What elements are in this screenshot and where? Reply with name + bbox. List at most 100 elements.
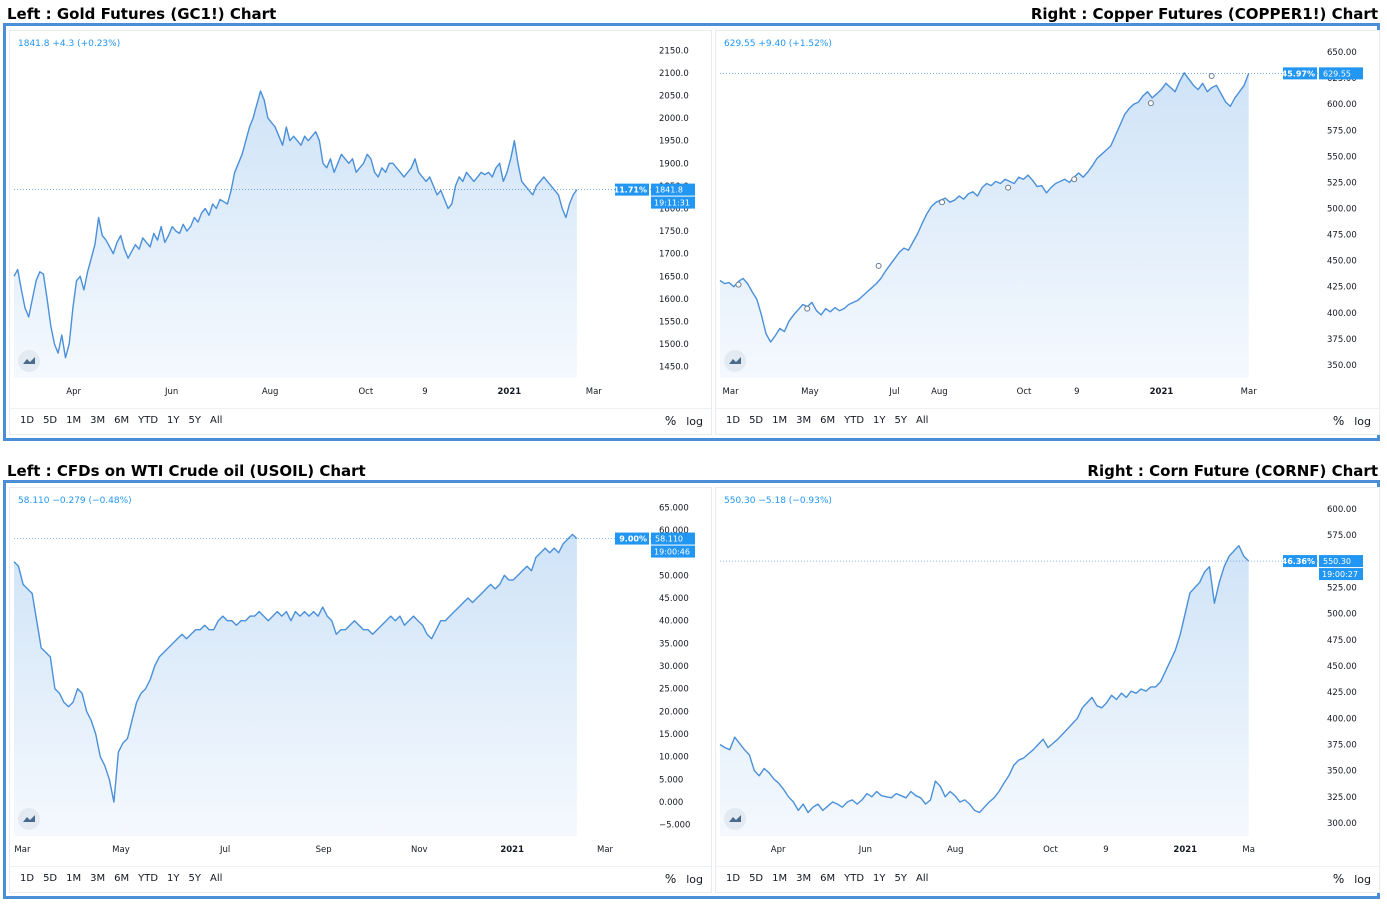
range-button-5d[interactable]: 5D xyxy=(749,415,764,426)
last-price-badge xyxy=(1319,555,1363,568)
range-button-5d[interactable]: 5D xyxy=(749,873,764,884)
event-marker[interactable] xyxy=(804,305,811,312)
y-tick-label: 1700.0 xyxy=(659,250,689,260)
range-button-5y[interactable]: 5Y xyxy=(894,415,908,426)
range-button-ytd[interactable]: YTD xyxy=(138,415,159,426)
range-button-1m[interactable]: 1M xyxy=(66,873,82,884)
event-marker[interactable] xyxy=(939,199,946,206)
event-marker[interactable] xyxy=(1208,73,1215,80)
tradingview-logo-icon[interactable] xyxy=(724,350,746,372)
range-button-1y[interactable]: 1Y xyxy=(873,415,886,426)
percent-scale-toggle[interactable]: % xyxy=(1332,872,1345,886)
percent-change-label: 9.00% xyxy=(619,535,647,544)
y-tick-label: 1450.0 xyxy=(659,363,689,373)
last-price-label: 550.30 xyxy=(1323,557,1351,566)
percent-scale-toggle[interactable]: % xyxy=(664,872,677,886)
range-button-5y[interactable]: 5Y xyxy=(188,415,202,426)
range-button-1y[interactable]: 1Y xyxy=(873,873,886,884)
y-tick-label: 450.00 xyxy=(1327,662,1357,672)
range-button-all[interactable]: All xyxy=(210,873,223,884)
oil-chart-panel[interactable]: 65.00060.00055.00050.00045.00040.00035.0… xyxy=(9,487,712,893)
range-button-ytd[interactable]: YTD xyxy=(844,873,865,884)
percent-change-label: 46.36% xyxy=(1282,557,1315,566)
y-tick-label: 400.00 xyxy=(1327,309,1357,319)
last-price-label: 629.55 xyxy=(1323,69,1351,78)
y-tick-label: 500.00 xyxy=(1327,205,1357,215)
range-button-3m[interactable]: 3M xyxy=(90,415,106,426)
countdown-label: 19:00:27 xyxy=(1322,570,1358,579)
y-tick-label: 1550.0 xyxy=(659,318,689,328)
y-tick-label: 1650.0 xyxy=(659,272,689,282)
copper-chart-panel[interactable]: 650.00625.00600.00575.00550.00525.00500.… xyxy=(715,30,1380,435)
range-button-ytd[interactable]: YTD xyxy=(844,415,865,426)
range-button-1y[interactable]: 1Y xyxy=(167,873,180,884)
event-marker[interactable] xyxy=(1005,184,1012,191)
countdown-label: 19:11:31 xyxy=(654,199,690,208)
range-button-5d[interactable]: 5D xyxy=(43,415,58,426)
range-button-1d[interactable]: 1D xyxy=(726,415,741,426)
y-tick-label: −5.000 xyxy=(659,821,690,831)
y-tick-label: 45.000 xyxy=(659,594,689,604)
percent-change-badge xyxy=(615,183,649,196)
y-tick-label: 5.000 xyxy=(659,775,683,785)
tradingview-logo-icon[interactable] xyxy=(18,350,40,372)
y-tick-label: 1500.0 xyxy=(659,340,689,350)
range-button-3m[interactable]: 3M xyxy=(796,873,812,884)
percent-scale-toggle[interactable]: % xyxy=(1332,414,1345,428)
last-price-label: 58.110 xyxy=(655,535,683,544)
event-marker[interactable] xyxy=(875,262,882,269)
range-button-1d[interactable]: 1D xyxy=(20,415,35,426)
percent-scale-toggle[interactable]: % xyxy=(664,414,677,428)
range-button-5d[interactable]: 5D xyxy=(43,873,58,884)
oil-chart-caption: Left : CFDs on WTI Crude oil (USOIL) Cha… xyxy=(7,462,366,480)
range-button-3m[interactable]: 3M xyxy=(796,415,812,426)
x-tick-label: Mar xyxy=(1241,387,1258,397)
y-tick-label: 1600.0 xyxy=(659,295,689,305)
range-button-ytd[interactable]: YTD xyxy=(138,873,159,884)
range-button-1d[interactable]: 1D xyxy=(726,873,741,884)
range-button-1d[interactable]: 1D xyxy=(20,873,35,884)
range-button-all[interactable]: All xyxy=(210,415,223,426)
gold-chart-panel[interactable]: 2150.02100.02050.02000.01950.01900.01850… xyxy=(9,30,712,435)
range-toolbar: 1D 5D 1M 3M 6M YTD 1Y 5Y All% log xyxy=(716,408,1379,434)
range-button-1m[interactable]: 1M xyxy=(772,873,788,884)
range-button-1m[interactable]: 1M xyxy=(66,415,82,426)
y-tick-label: 500.00 xyxy=(1327,610,1357,620)
log-scale-toggle[interactable]: log xyxy=(686,873,703,886)
y-tick-label: 600.00 xyxy=(1327,505,1357,515)
countdown-badge xyxy=(651,196,695,209)
range-button-all[interactable]: All xyxy=(916,873,929,884)
range-button-6m[interactable]: 6M xyxy=(820,415,836,426)
row-header-bottom: Left : CFDs on WTI Crude oil (USOIL) Cha… xyxy=(0,459,1387,481)
range-toolbar: 1D 5D 1M 3M 6M YTD 1Y 5Y All% log xyxy=(10,866,711,892)
range-button-3m[interactable]: 3M xyxy=(90,873,106,884)
event-marker[interactable] xyxy=(1071,176,1078,183)
x-tick-label: 2021 xyxy=(498,387,522,397)
tradingview-logo-icon[interactable] xyxy=(18,808,40,830)
log-scale-toggle[interactable]: log xyxy=(1354,415,1371,428)
range-button-all[interactable]: All xyxy=(916,415,929,426)
corn-chart-panel[interactable]: 600.00575.00550.00525.00500.00475.00450.… xyxy=(715,487,1380,893)
range-button-1y[interactable]: 1Y xyxy=(167,415,180,426)
range-button-6m[interactable]: 6M xyxy=(114,415,130,426)
x-tick-label: Ma xyxy=(1242,845,1255,855)
range-button-6m[interactable]: 6M xyxy=(114,873,130,884)
y-tick-label: 35.000 xyxy=(659,639,689,649)
tradingview-logo-icon[interactable] xyxy=(724,808,746,830)
range-button-6m[interactable]: 6M xyxy=(820,873,836,884)
corn-price-line xyxy=(719,545,1250,814)
event-marker[interactable] xyxy=(735,281,742,288)
y-tick-label: 1800.0 xyxy=(659,205,689,215)
gold-price-line xyxy=(13,90,578,359)
corn-chart-svg: 600.00575.00550.00525.00500.00475.00450.… xyxy=(719,505,1363,855)
range-button-5y[interactable]: 5Y xyxy=(188,873,202,884)
event-marker[interactable] xyxy=(1147,100,1154,107)
oil-price-line xyxy=(13,533,578,803)
log-scale-toggle[interactable]: log xyxy=(686,415,703,428)
log-scale-toggle[interactable]: log xyxy=(1354,873,1371,886)
range-button-5y[interactable]: 5Y xyxy=(894,873,908,884)
range-button-1m[interactable]: 1M xyxy=(772,415,788,426)
oil-quote-header: 58.110 −0.279 (−0.48%) xyxy=(18,496,132,506)
x-tick-label: Jun xyxy=(858,845,872,855)
x-tick-label: Aug xyxy=(262,387,279,397)
